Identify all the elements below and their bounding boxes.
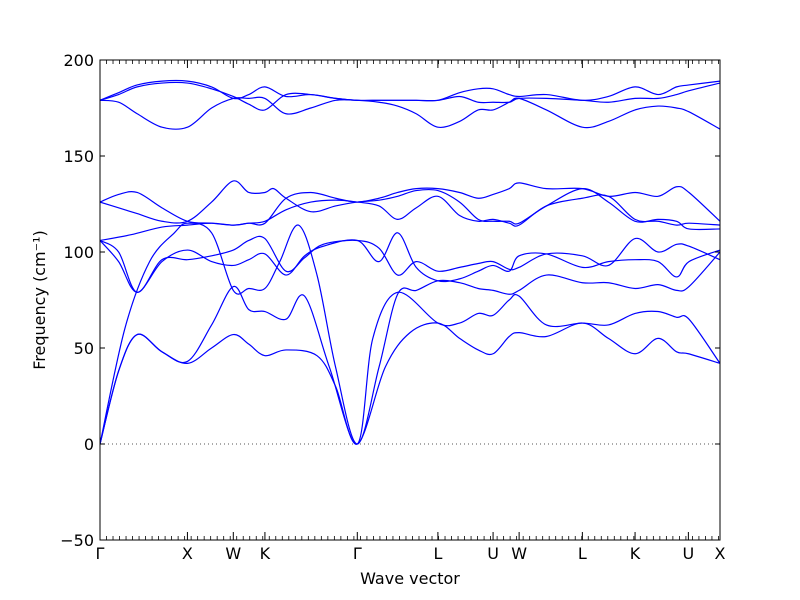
k-point-label: W: [511, 544, 527, 563]
branch-line: [100, 232, 720, 293]
k-point-label: K: [630, 544, 641, 563]
branch-line: [100, 180, 720, 231]
k-point-label: L: [433, 544, 442, 563]
branch-line: [100, 322, 720, 445]
branch-line: [100, 79, 720, 102]
k-point-label: U: [683, 544, 695, 563]
branch-line: [100, 182, 720, 226]
y-tick-label: 100: [63, 243, 94, 262]
branch-line: [100, 285, 720, 445]
y-tick-label: −50: [60, 531, 94, 550]
dispersion-branches: [100, 79, 720, 445]
k-point-label: X: [715, 544, 726, 563]
high-symmetry-ticks: [99, 60, 721, 540]
k-point-label: W: [225, 544, 241, 563]
y-tick-label: 0: [84, 435, 94, 454]
branch-line: [100, 235, 720, 293]
k-point-label: L: [578, 544, 587, 563]
y-axis-title: Frequency (cm⁻¹): [30, 230, 49, 369]
k-point-label: X: [182, 544, 193, 563]
y-tick-label: 200: [63, 51, 94, 70]
k-point-label: U: [487, 544, 499, 563]
branch-line: [100, 222, 720, 445]
y-tick-label: 50: [74, 339, 94, 358]
plot-frame: [99, 59, 721, 541]
x-axis-title: Wave vector: [360, 569, 460, 588]
y-axis: −50 0 50 100 150 200: [60, 51, 720, 550]
branch-line: [100, 81, 720, 111]
k-point-label: Γ: [353, 544, 362, 563]
k-point-label: K: [260, 544, 271, 563]
branch-line: [100, 96, 720, 130]
y-tick-label: 150: [63, 147, 94, 166]
k-point-label: Γ: [96, 544, 105, 563]
